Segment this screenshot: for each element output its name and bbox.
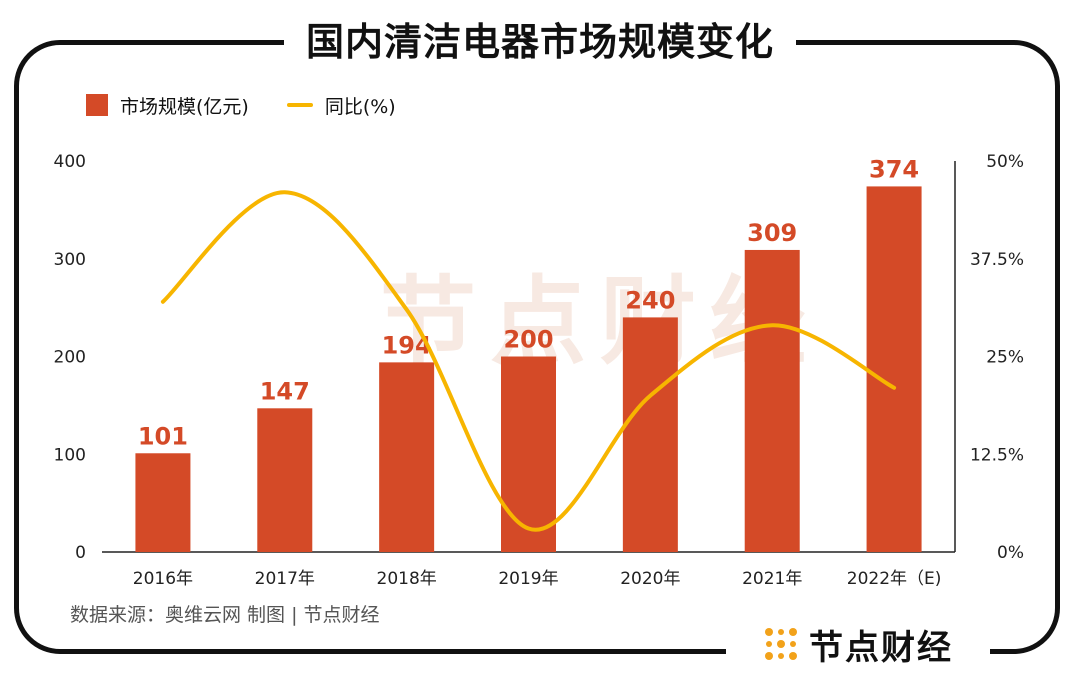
x-tick-label: 2020年 [620,569,680,589]
brand-name: 节点财经 [809,627,953,668]
x-tick-label: 2019年 [498,569,558,589]
legend-line-swatch [286,103,313,107]
y-tick-right: 0% [997,543,1024,563]
legend-bar-label: 市场规模(亿元) [120,95,249,118]
bar-value-label: 374 [869,155,919,183]
bar-value-label: 200 [503,326,553,354]
y-tick-right: 12.5% [970,445,1024,465]
bar [501,356,556,552]
bar [744,249,800,552]
source-note: 数据来源：奥维云网 制图 | 节点财经 [70,604,380,626]
y-tick-left: 300 [54,250,86,270]
bar-value-label: 240 [625,286,675,314]
x-tick-label: 2021年 [742,569,802,589]
legend-line-label: 同比(%) [324,95,396,118]
brand: 节点财经 [726,620,990,668]
y-tick-right: 37.5% [970,250,1024,270]
bar-value-label: 309 [747,219,797,247]
y-tick-left: 200 [54,348,86,368]
bar [866,186,922,553]
x-tick-label: 2022年（E) [847,569,942,589]
y-tick-right: 25% [986,348,1024,368]
watermark-text: 节点财经 [380,266,820,378]
bar-value-label: 101 [138,422,188,450]
y-tick-right: 50% [986,152,1024,172]
node-dots-logo-icon [765,628,797,660]
y-tick-left: 100 [54,445,86,465]
y-tick-left: 0 [75,543,86,563]
bar [135,453,191,552]
title-bar: 国内清洁电器市场规模变化 [0,0,1080,84]
bar-value-label: 147 [260,377,310,405]
x-tick-label: 2018年 [377,569,437,589]
x-tick-label: 2016年 [133,569,193,589]
legend: 市场规模(亿元) 同比(%) [86,92,396,118]
y-tick-left: 400 [54,152,86,172]
bar [379,362,435,552]
yoy-line [160,190,897,532]
bar [622,317,678,552]
x-tick-label: 2017年 [255,569,315,589]
chart-title: 国内清洁电器市场规模变化 [283,0,796,84]
bar [257,408,313,552]
legend-bar-swatch [86,94,108,116]
